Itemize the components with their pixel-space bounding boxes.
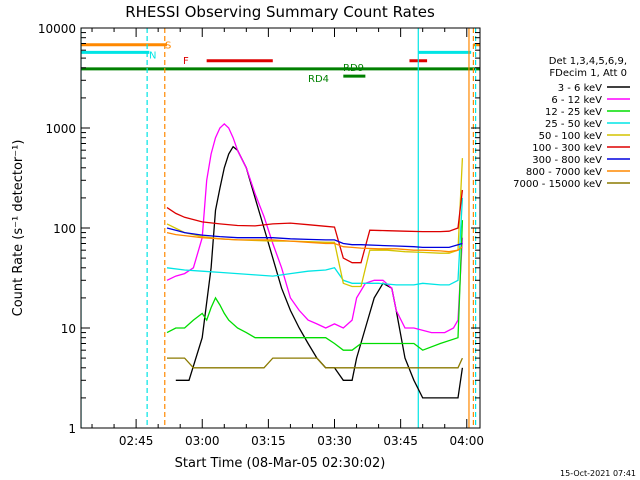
- x-tick-label: 02:45: [119, 434, 154, 448]
- legend-entry-label: 12 - 25 keV: [545, 107, 602, 118]
- y-tick-label: 1000: [45, 122, 76, 136]
- legend-entry-label: 25 - 50 keV: [545, 119, 602, 130]
- y-tick-label: 10000: [38, 22, 76, 36]
- series-line-8: [166, 231, 463, 253]
- x-axis-label: Start Time (08-Mar-05 02:30:02): [175, 456, 386, 471]
- x-axis: 02:45 03:00 03:15 03:30 03:45 04:00: [91, 28, 484, 448]
- series-line-2: [166, 123, 464, 334]
- x-tick-label: 03:15: [251, 434, 286, 448]
- flag-label: RD4: [308, 74, 329, 85]
- legend-entry-label: 300 - 800 keV: [532, 155, 602, 166]
- timestamp: 15-Oct-2021 07:41: [560, 469, 636, 478]
- legend-entry-label: 7000 - 15000 keV: [513, 179, 602, 190]
- chart-title: RHESSI Observing Summary Count Rates: [125, 3, 435, 21]
- flag-label: N: [149, 50, 156, 61]
- y-tick-label: 100: [53, 222, 76, 236]
- legend: Det 1,3,4,5,6,9,FDecim 1, Att 0 3 - 6 keV…: [513, 56, 630, 190]
- y-tick-label: 10: [61, 322, 76, 336]
- legend-header: FDecim 1, Att 0: [549, 68, 627, 79]
- x-tick-label: 04:00: [449, 434, 484, 448]
- legend-entry-label: 50 - 100 keV: [539, 131, 603, 142]
- series-line-6: [166, 189, 464, 264]
- legend-entry-label: 6 - 12 keV: [551, 95, 602, 106]
- flag-bars: SN F RD9 RD4: [81, 41, 480, 85]
- legend-entry-label: 800 - 7000 keV: [526, 167, 602, 178]
- y-axis: 1 10 100 1000 10000: [38, 22, 480, 436]
- series-lines: [166, 123, 464, 399]
- legend-entry-label: 3 - 6 keV: [558, 83, 602, 94]
- series-line-7: [166, 227, 463, 249]
- series-line-1: [175, 145, 464, 399]
- y-axis-label: Count Rate (s⁻¹ detector⁻¹): [11, 140, 26, 317]
- x-tick-label: 03:45: [383, 434, 418, 448]
- x-tick-label: 03:30: [317, 434, 352, 448]
- flag-label: S: [165, 41, 171, 52]
- flag-label: F: [183, 56, 189, 67]
- legend-header: Det 1,3,4,5,6,9,: [549, 56, 627, 67]
- series-line-3: [166, 220, 464, 351]
- legend-entry-label: 100 - 300 keV: [532, 143, 602, 154]
- x-tick-label: 03:00: [185, 434, 220, 448]
- series-line-9: [167, 357, 463, 369]
- series-line-4: [166, 197, 464, 286]
- flag-label: RD9: [343, 63, 364, 74]
- y-tick-label: 1: [68, 422, 76, 436]
